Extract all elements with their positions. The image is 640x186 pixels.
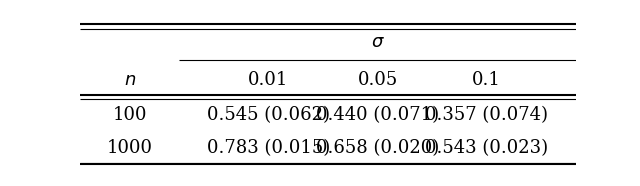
Text: 100: 100 [113, 106, 147, 124]
Text: 0.01: 0.01 [248, 71, 289, 89]
Text: $n$: $n$ [124, 71, 136, 89]
Text: 0.783 (0.015): 0.783 (0.015) [207, 139, 330, 157]
Text: 1000: 1000 [107, 139, 152, 157]
Text: 0.545 (0.062): 0.545 (0.062) [207, 106, 330, 124]
Text: $\sigma$: $\sigma$ [371, 33, 385, 51]
Text: 0.543 (0.023): 0.543 (0.023) [425, 139, 548, 157]
Text: 0.05: 0.05 [358, 71, 397, 89]
Text: 0.1: 0.1 [472, 71, 501, 89]
Text: 0.357 (0.074): 0.357 (0.074) [425, 106, 548, 124]
Text: 0.658 (0.020): 0.658 (0.020) [316, 139, 439, 157]
Text: 0.440 (0.071): 0.440 (0.071) [316, 106, 439, 124]
